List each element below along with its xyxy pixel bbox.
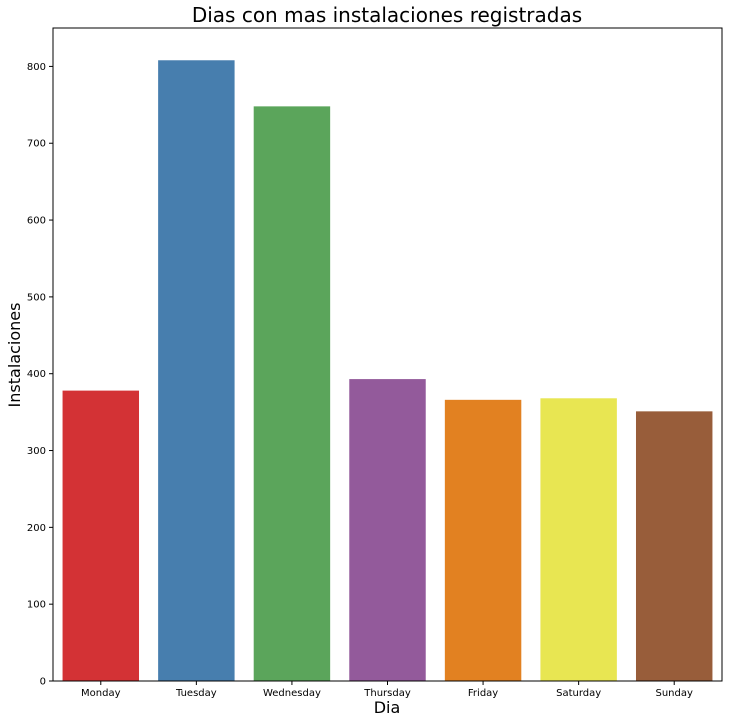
y-tick-label: 500 [27,292,46,303]
y-axis: 0 100 200 300 400 500 600 700 800 [27,62,53,688]
bars-group [62,60,713,682]
x-tick-label: Saturday [556,688,601,699]
x-tick-label: Tuesday [175,688,217,699]
y-tick-label: 200 [27,523,46,534]
x-tick-label: Friday [468,688,498,699]
bar-thursday [349,379,426,681]
y-tick-label: 400 [27,369,46,380]
bar-monday [62,390,140,681]
x-tick-label: Monday [81,688,121,699]
y-tick-label: 800 [27,62,46,73]
y-tick-label: 600 [27,216,46,227]
chart-title: Dias con mas instalaciones registradas [192,3,582,27]
y-tick-label: 0 [40,677,46,688]
x-tick-label: Thursday [363,688,411,699]
bar-wednesday [253,106,331,682]
bar-sunday [635,411,713,681]
bar-saturday [540,398,617,681]
y-tick-label: 100 [27,600,46,611]
x-axis-label: Dia [374,698,401,717]
plot-frame [52,27,723,682]
bar-tuesday [158,60,235,682]
y-tick-label: 300 [27,446,46,457]
x-tick-label: Wednesday [263,688,321,699]
x-tick-label: Sunday [656,688,693,699]
x-axis: Monday Tuesday Wednesday Thursday Friday Satu… [81,681,693,699]
y-tick-label: 700 [27,139,46,150]
bar-friday [444,399,522,681]
y-axis-label: Instalaciones [5,303,24,408]
